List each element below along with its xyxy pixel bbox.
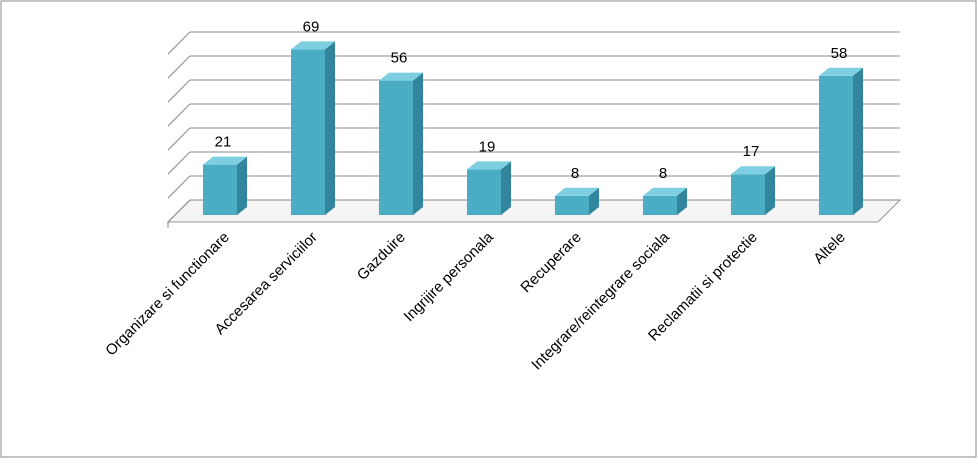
bar-front — [379, 80, 413, 215]
bar-front — [819, 75, 853, 215]
bar-side — [237, 156, 247, 215]
bar-top — [379, 72, 423, 81]
value-label: 19 — [479, 138, 496, 155]
bar-front — [291, 49, 325, 216]
bar — [379, 72, 423, 215]
bar-top — [731, 166, 775, 175]
bar — [555, 187, 599, 215]
value-label: 58 — [831, 45, 848, 62]
bar-side — [413, 72, 423, 215]
bar-top — [291, 41, 335, 50]
value-label: 69 — [303, 18, 320, 35]
bar — [731, 166, 775, 215]
bar-top — [467, 161, 511, 170]
grid-line-side — [167, 199, 191, 223]
bar — [467, 161, 511, 215]
bar — [203, 156, 247, 215]
value-label: 56 — [391, 50, 408, 67]
grid-line-side — [167, 127, 191, 151]
value-label: 17 — [743, 143, 760, 160]
bar-front — [643, 195, 677, 215]
bar-side — [501, 161, 511, 215]
bar-top — [203, 156, 247, 165]
grid-line-side — [167, 79, 191, 103]
grid-line-side — [167, 55, 191, 79]
grid-line-side — [167, 175, 191, 199]
bar-top — [643, 187, 687, 196]
grid-line-side — [167, 103, 191, 127]
bar-front — [555, 195, 589, 215]
value-label: 8 — [659, 165, 667, 182]
bar — [643, 187, 687, 215]
value-label: 8 — [571, 165, 579, 182]
bar-side — [677, 187, 687, 215]
bar-top — [555, 187, 599, 196]
bar — [291, 41, 335, 216]
value-label: 21 — [215, 134, 232, 151]
bar-front — [731, 174, 765, 215]
bar — [819, 67, 863, 215]
grid-line-side — [167, 31, 191, 55]
grid-line-side — [167, 151, 191, 175]
bar-side — [853, 67, 863, 215]
bar-side — [765, 166, 775, 215]
bar-front — [467, 169, 501, 215]
bar-front — [203, 164, 237, 215]
floor — [166, 199, 902, 223]
bar-top — [819, 67, 863, 76]
bar-side — [589, 187, 599, 215]
bar-side — [325, 41, 335, 216]
